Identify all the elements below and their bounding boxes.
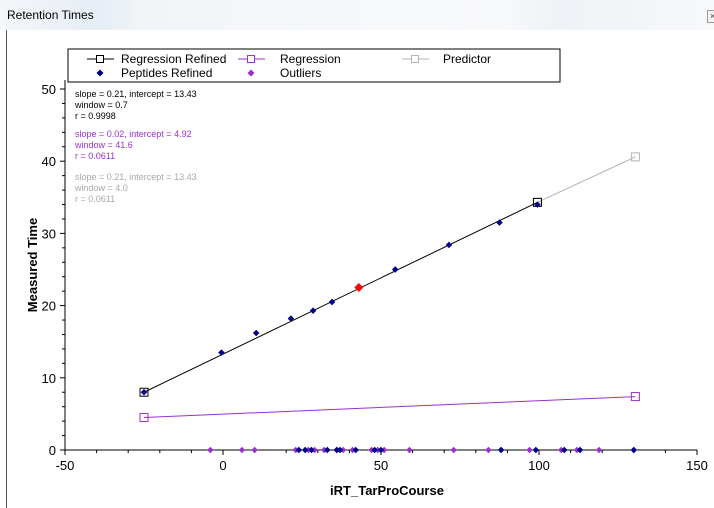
regression-line bbox=[537, 156, 636, 203]
x-tick-label: 50 bbox=[374, 458, 388, 473]
data-point[interactable] bbox=[207, 446, 214, 454]
legend-box bbox=[67, 48, 561, 83]
line-endpoint-marker[interactable] bbox=[139, 387, 149, 397]
data-point[interactable] bbox=[308, 446, 315, 454]
legend-entry-regression: Regression bbox=[238, 52, 341, 66]
line-endpoint-marker[interactable] bbox=[139, 413, 149, 423]
panel-border bbox=[6, 30, 7, 508]
legend-entry-predictor: Predictor bbox=[402, 52, 491, 66]
data-point[interactable] bbox=[352, 446, 359, 454]
y-tick-label: 30 bbox=[42, 226, 56, 241]
stats-line: r = 0.9998 bbox=[75, 111, 116, 121]
stats-line: r = 0.0611 bbox=[75, 194, 115, 204]
stats-line: slope = 0.21, intercept = 13.43 bbox=[75, 89, 197, 99]
legend-label: Peptides Refined bbox=[121, 66, 212, 80]
legend-label: Regression bbox=[280, 52, 341, 66]
stats-line: slope = 0.21, intercept = 13.43 bbox=[75, 172, 197, 182]
x-tick-label: 0 bbox=[219, 458, 226, 473]
data-point[interactable] bbox=[496, 219, 503, 226]
line-endpoint-marker[interactable] bbox=[630, 152, 640, 162]
data-point[interactable] bbox=[301, 446, 309, 454]
line-endpoint-marker[interactable] bbox=[630, 392, 640, 402]
legend: Regression Refined Regression Predictor … bbox=[67, 48, 561, 83]
series-peptides-refined bbox=[140, 201, 541, 396]
data-point[interactable] bbox=[392, 266, 399, 273]
x-tick-label: 100 bbox=[528, 458, 550, 473]
legend-label: Regression Refined bbox=[121, 52, 226, 66]
y-axis-ticks: 0 10 20 30 40 50 bbox=[42, 82, 65, 458]
series-outliers bbox=[140, 201, 637, 454]
data-point[interactable] bbox=[371, 446, 378, 454]
series-peptides-refined-baseline bbox=[295, 446, 637, 454]
x-axis-title: iRT_TarProCourse bbox=[330, 483, 444, 498]
series-predictor bbox=[532, 152, 640, 207]
x-tick-label: -50 bbox=[56, 458, 75, 473]
data-point[interactable] bbox=[534, 201, 541, 208]
legend-entry-outliers: Outliers bbox=[247, 66, 321, 80]
data-point[interactable] bbox=[445, 241, 453, 249]
series-layer bbox=[139, 152, 640, 454]
regression-line bbox=[143, 396, 636, 419]
data-point[interactable] bbox=[140, 389, 148, 396]
y-tick-label: 40 bbox=[42, 154, 56, 169]
window-titlebar: Retention Times × bbox=[0, 0, 714, 30]
close-button[interactable]: × bbox=[707, 10, 714, 23]
data-point[interactable] bbox=[309, 307, 317, 314]
legend-entry-peptides-refined: Peptides Refined bbox=[96, 66, 212, 80]
data-point[interactable] bbox=[251, 446, 258, 454]
stats-regression-refined: slope = 0.21, intercept = 13.43 window =… bbox=[74, 89, 197, 121]
y-tick-label: 20 bbox=[42, 299, 56, 314]
legend-entry-regression-refined: Regression Refined bbox=[87, 52, 226, 66]
data-point[interactable] bbox=[576, 446, 584, 454]
data-point[interactable] bbox=[497, 446, 505, 454]
data-point[interactable] bbox=[630, 446, 637, 454]
data-point[interactable] bbox=[218, 349, 225, 356]
stats-predictor: slope = 0.21, intercept = 13.43 window =… bbox=[74, 172, 197, 204]
data-point[interactable] bbox=[595, 446, 603, 454]
data-point[interactable] bbox=[252, 329, 260, 337]
y-tick-label: 50 bbox=[42, 82, 56, 97]
data-point[interactable] bbox=[324, 446, 331, 454]
regression-line bbox=[143, 201, 538, 393]
data-point[interactable] bbox=[295, 446, 303, 454]
stats-line: r = 0.0611 bbox=[75, 151, 115, 161]
series-selected bbox=[354, 283, 364, 293]
data-point[interactable] bbox=[287, 315, 295, 322]
x-tick-label: 150 bbox=[686, 458, 708, 473]
legend-label: Predictor bbox=[443, 52, 491, 66]
data-point[interactable] bbox=[532, 446, 540, 454]
data-point[interactable] bbox=[406, 446, 413, 454]
x-axis-ticks: -50 0 50 100 150 bbox=[56, 450, 708, 473]
y-tick-label: 0 bbox=[49, 443, 56, 458]
data-point[interactable] bbox=[336, 446, 344, 454]
data-point[interactable] bbox=[526, 446, 533, 454]
stats-line: window = 4.0 bbox=[74, 183, 128, 193]
regression-stats: slope = 0.21, intercept = 13.43 window =… bbox=[74, 89, 197, 204]
data-point[interactable] bbox=[238, 446, 246, 454]
data-point[interactable] bbox=[485, 446, 492, 454]
data-point[interactable] bbox=[561, 446, 568, 454]
series-regression bbox=[139, 392, 640, 423]
data-point[interactable] bbox=[377, 446, 385, 454]
y-tick-label: 10 bbox=[42, 371, 56, 386]
series-regression-refined bbox=[139, 197, 542, 397]
data-point[interactable] bbox=[450, 446, 457, 454]
y-axis-title: Measured Time bbox=[25, 218, 40, 312]
stats-line: window = 0.7 bbox=[74, 100, 128, 110]
legend-label: Outliers bbox=[280, 66, 321, 80]
stats-regression: slope = 0.02, intercept = 4.92 window = … bbox=[74, 129, 192, 161]
stats-line: window = 41.6 bbox=[74, 140, 133, 150]
selected-point[interactable] bbox=[354, 283, 364, 293]
stats-line: slope = 0.02, intercept = 4.92 bbox=[75, 129, 192, 139]
window-title: Retention Times bbox=[7, 8, 94, 22]
data-point[interactable] bbox=[328, 298, 336, 306]
